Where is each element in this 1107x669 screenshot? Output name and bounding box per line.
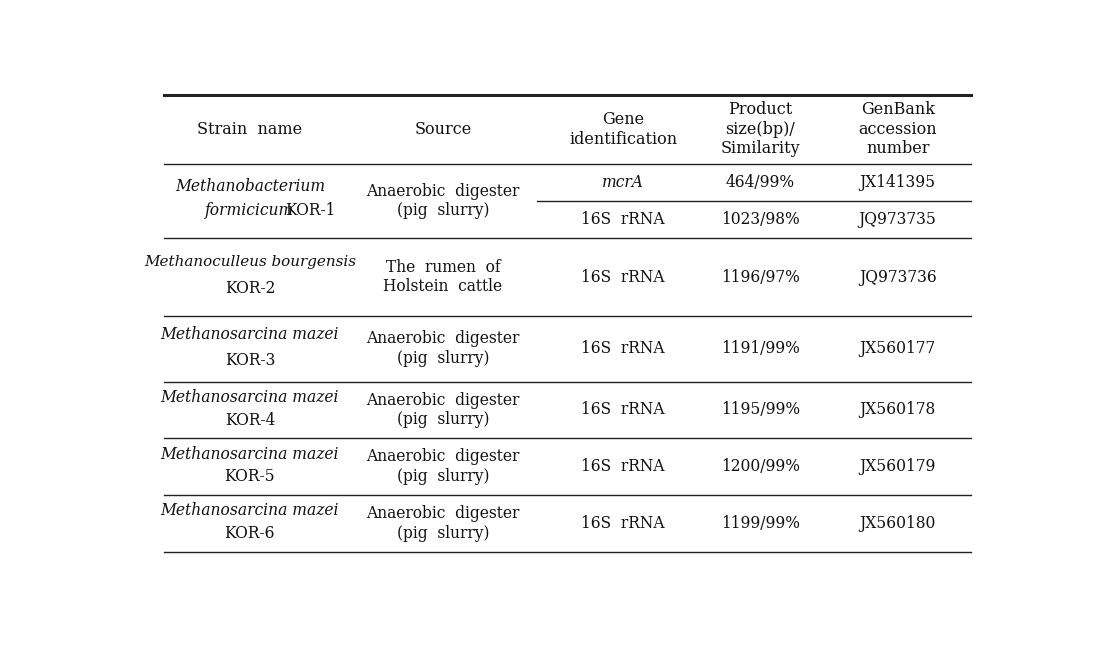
Text: JQ973736: JQ973736 [859,268,937,286]
Text: JX560178: JX560178 [859,401,935,419]
Text: JX560179: JX560179 [859,458,935,475]
Text: Methanosarcina mazei: Methanosarcina mazei [161,389,339,406]
Text: Methanoculleus bourgensis: Methanoculleus bourgensis [144,255,356,269]
Text: GenBank
accession
number: GenBank accession number [858,101,937,157]
Text: JQ973735: JQ973735 [859,211,937,228]
Text: 16S  rRNA: 16S rRNA [581,458,665,475]
Text: 16S  rRNA: 16S rRNA [581,340,665,357]
Text: JX560177: JX560177 [859,340,935,357]
Text: 16S  rRNA: 16S rRNA [581,211,665,228]
Text: 1023/98%: 1023/98% [721,211,799,228]
Text: Gene
identification: Gene identification [569,111,677,148]
Text: Source: Source [414,120,472,138]
Text: The  rumen  of
Holstein  cattle: The rumen of Holstein cattle [383,259,503,295]
Text: formicicum: formicicum [205,201,294,219]
Text: Anaerobic  digester
(pig  slurry): Anaerobic digester (pig slurry) [366,505,519,542]
Text: 16S  rRNA: 16S rRNA [581,514,665,532]
Text: KOR-6: KOR-6 [225,525,276,542]
Text: Anaerobic  digester
(pig  slurry): Anaerobic digester (pig slurry) [366,448,519,485]
Text: KOR-5: KOR-5 [225,468,276,485]
Text: KOR-1: KOR-1 [284,201,335,219]
Text: JX560180: JX560180 [859,514,935,532]
Text: Product
size(bp)/
Similarity: Product size(bp)/ Similarity [721,101,800,157]
Text: KOR-3: KOR-3 [225,352,276,369]
Text: 1199/99%: 1199/99% [721,514,800,532]
Text: 16S  rRNA: 16S rRNA [581,268,665,286]
Text: Methanobacterium: Methanobacterium [175,178,325,195]
Text: 1195/99%: 1195/99% [721,401,800,419]
Text: 1200/99%: 1200/99% [721,458,800,475]
Text: JX141395: JX141395 [859,174,935,191]
Text: mcrA: mcrA [602,174,644,191]
Text: KOR-2: KOR-2 [225,280,276,297]
Text: Anaerobic  digester
(pig  slurry): Anaerobic digester (pig slurry) [366,183,519,219]
Text: KOR-4: KOR-4 [225,411,276,429]
Text: Methanosarcina mazei: Methanosarcina mazei [161,326,339,343]
Text: 1191/99%: 1191/99% [721,340,800,357]
Text: Anaerobic  digester
(pig  slurry): Anaerobic digester (pig slurry) [366,330,519,367]
Text: Anaerobic  digester
(pig  slurry): Anaerobic digester (pig slurry) [366,391,519,428]
Text: Methanosarcina mazei: Methanosarcina mazei [161,446,339,463]
Text: 1196/97%: 1196/97% [721,268,800,286]
Text: 464/99%: 464/99% [726,174,795,191]
Text: Methanosarcina mazei: Methanosarcina mazei [161,502,339,519]
Text: Strain  name: Strain name [197,120,302,138]
Text: 16S  rRNA: 16S rRNA [581,401,665,419]
